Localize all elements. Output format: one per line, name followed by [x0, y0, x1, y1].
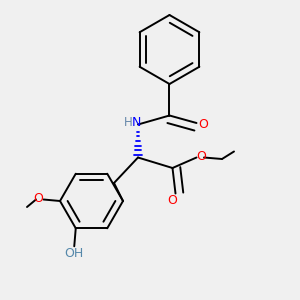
- Text: O: O: [33, 192, 43, 206]
- Text: O: O: [196, 150, 206, 163]
- Text: OH: OH: [64, 247, 84, 260]
- Text: N: N: [132, 116, 141, 129]
- Text: O: O: [168, 194, 177, 208]
- Text: O: O: [198, 118, 208, 131]
- Text: H: H: [124, 116, 133, 129]
